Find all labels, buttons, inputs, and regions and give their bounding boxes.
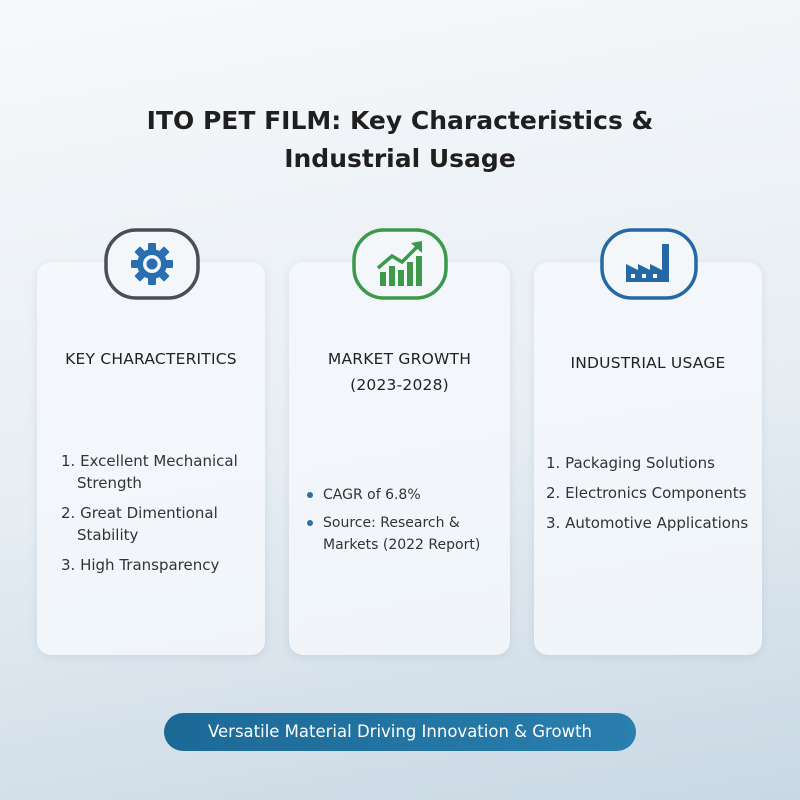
gear-icon xyxy=(104,228,200,300)
card-heading: INDUSTRIAL USAGE xyxy=(534,350,762,376)
list-item: 2. Electronics Components xyxy=(546,484,747,502)
card-list: CAGR of 6.8% Source: Research & Markets … xyxy=(305,484,500,562)
list-item: 3. High Transparency xyxy=(61,556,220,574)
heading-line: INDUSTRIAL USAGE xyxy=(570,354,726,372)
card-list: 1. Packaging Solutions 2. Electronics Co… xyxy=(546,452,752,542)
heading-line: KEY CHARACTERITICS xyxy=(65,350,237,368)
list-item: 1. Excellent Mechanical Strength xyxy=(61,452,238,492)
card: INDUSTRIAL USAGE 1. Packaging Solutions … xyxy=(534,262,762,655)
footer-banner: Versatile Material Driving Innovation & … xyxy=(164,713,636,751)
growth-icon xyxy=(352,228,448,300)
list-item: 2. Great Dimentional Stability xyxy=(61,504,218,544)
card-heading: KEY CHARACTERITICS xyxy=(37,346,265,372)
title: ITO PET FILM: Key Characteristics & Indu… xyxy=(0,102,800,178)
title-line: ITO PET FILM: Key Characteristics & xyxy=(146,106,654,135)
card-list: 1. Excellent Mechanical Strength 2. Grea… xyxy=(61,450,255,584)
list-item: CAGR of 6.8% xyxy=(305,484,500,506)
list-item: Source: Research & Markets (2022 Report) xyxy=(305,512,500,556)
title-line: Industrial Usage xyxy=(284,144,516,173)
card: MARKET GROWTH (2023-2028) CAGR of 6.8% S… xyxy=(289,262,510,655)
list-item: 1. Packaging Solutions xyxy=(546,454,715,472)
card-heading: MARKET GROWTH (2023-2028) xyxy=(289,346,510,398)
heading-line: MARKET GROWTH xyxy=(327,350,472,368)
factory-icon xyxy=(600,228,698,300)
heading-line: (2023-2028) xyxy=(350,376,449,394)
list-item: 3. Automotive Applications xyxy=(546,514,749,532)
card: KEY CHARACTERITICS 1. Excellent Mechanic… xyxy=(37,262,265,655)
